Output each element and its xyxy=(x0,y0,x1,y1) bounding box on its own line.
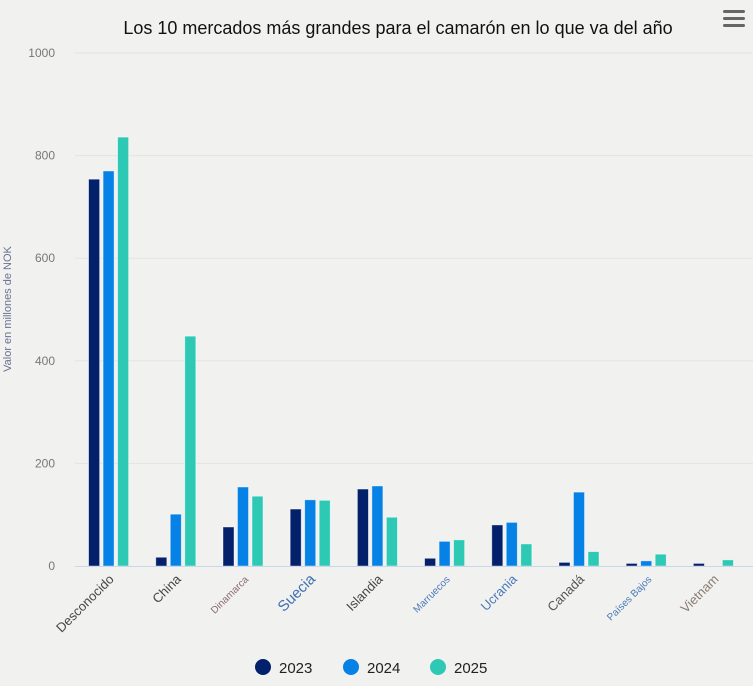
bar-canadá-2025[interactable] xyxy=(587,551,600,567)
legend-item-2023[interactable]: 2023 xyxy=(255,659,312,677)
legend-marker xyxy=(255,659,271,675)
x-tick-label: Desconocido xyxy=(53,572,117,636)
legend: 2023 2024 2025 xyxy=(255,659,487,677)
legend-marker xyxy=(430,659,446,675)
bar-países-bajos-2024[interactable] xyxy=(640,560,653,567)
x-tick-label: Islandia xyxy=(343,571,386,614)
bar-canadá-2023[interactable] xyxy=(558,562,571,567)
x-tick-label: Canadá xyxy=(544,571,587,614)
bar-países-bajos-2025[interactable] xyxy=(654,553,667,567)
y-axis-label: Valor en millones de NOK xyxy=(2,245,14,371)
bar-china-2024[interactable] xyxy=(169,513,182,567)
legend-label: 2025 xyxy=(454,660,487,677)
bar-marruecos-2023[interactable] xyxy=(424,557,437,567)
x-tick-label: Ucrania xyxy=(478,571,521,614)
legend-label: 2023 xyxy=(279,660,312,677)
bar-suecia-2024[interactable] xyxy=(304,499,317,567)
bar-suecia-2025[interactable] xyxy=(318,499,331,567)
bar-vietnam-2025[interactable] xyxy=(722,559,734,567)
chart-menu-button[interactable] xyxy=(723,10,745,27)
x-tick-label: Marruecos xyxy=(412,574,453,615)
bar-dinamarca-2025[interactable] xyxy=(251,495,264,567)
bar-vietnam-2023[interactable] xyxy=(693,563,705,567)
x-tick-label: Vietnam xyxy=(677,572,721,616)
y-tick-label: 0 xyxy=(48,559,55,573)
gridlines xyxy=(75,52,753,464)
chart-title: Los 10 mercados más grandes para el cama… xyxy=(123,18,672,38)
legend-item-2024[interactable]: 2024 xyxy=(343,659,400,677)
legend-marker xyxy=(343,659,359,675)
bar-ucrania-2024[interactable] xyxy=(505,521,518,567)
bar-suecia-2023[interactable] xyxy=(289,508,302,567)
legend-item-2025[interactable]: 2025 xyxy=(430,659,487,677)
x-axis-ticks: Desconocido China Dinamarca Suecia Islandia M… xyxy=(53,570,722,635)
bar-islandia-2023[interactable] xyxy=(356,488,369,567)
y-tick-label: 800 xyxy=(35,149,55,163)
x-tick-label: Suecia xyxy=(275,570,320,615)
x-tick-label: China xyxy=(149,571,184,606)
bar-marruecos-2024[interactable] xyxy=(438,540,451,567)
bar-dinamarca-2023[interactable] xyxy=(222,526,235,567)
bar-marruecos-2025[interactable] xyxy=(453,539,466,567)
bar-ucrania-2023[interactable] xyxy=(491,524,504,567)
y-axis-ticks: 0 200 400 600 800 1000 xyxy=(28,46,55,573)
x-tick-label: Dinamarca xyxy=(209,574,251,616)
bar-desconocido-2025[interactable] xyxy=(117,136,129,567)
bar-islandia-2025[interactable] xyxy=(385,516,398,567)
legend-label: 2024 xyxy=(367,660,400,677)
y-tick-label: 400 xyxy=(35,354,55,368)
bar-dinamarca-2024[interactable] xyxy=(237,486,249,567)
bar-ucrania-2025[interactable] xyxy=(520,543,533,567)
bar-desconocido-2023[interactable] xyxy=(88,178,100,567)
bar-islandia-2024[interactable] xyxy=(371,485,384,567)
y-tick-label: 600 xyxy=(35,251,55,265)
bar-desconocido-2024[interactable] xyxy=(102,170,115,567)
bars xyxy=(88,136,734,567)
hamburger-menu-icon xyxy=(723,10,745,27)
bar-países-bajos-2023[interactable] xyxy=(625,563,638,567)
y-tick-label: 200 xyxy=(35,456,55,470)
bar-china-2023[interactable] xyxy=(155,556,168,567)
y-tick-label: 1000 xyxy=(28,46,55,60)
bar-canadá-2024[interactable] xyxy=(573,491,585,567)
bar-china-2025[interactable] xyxy=(184,335,197,567)
x-tick-label: Países Bajos xyxy=(605,574,654,623)
